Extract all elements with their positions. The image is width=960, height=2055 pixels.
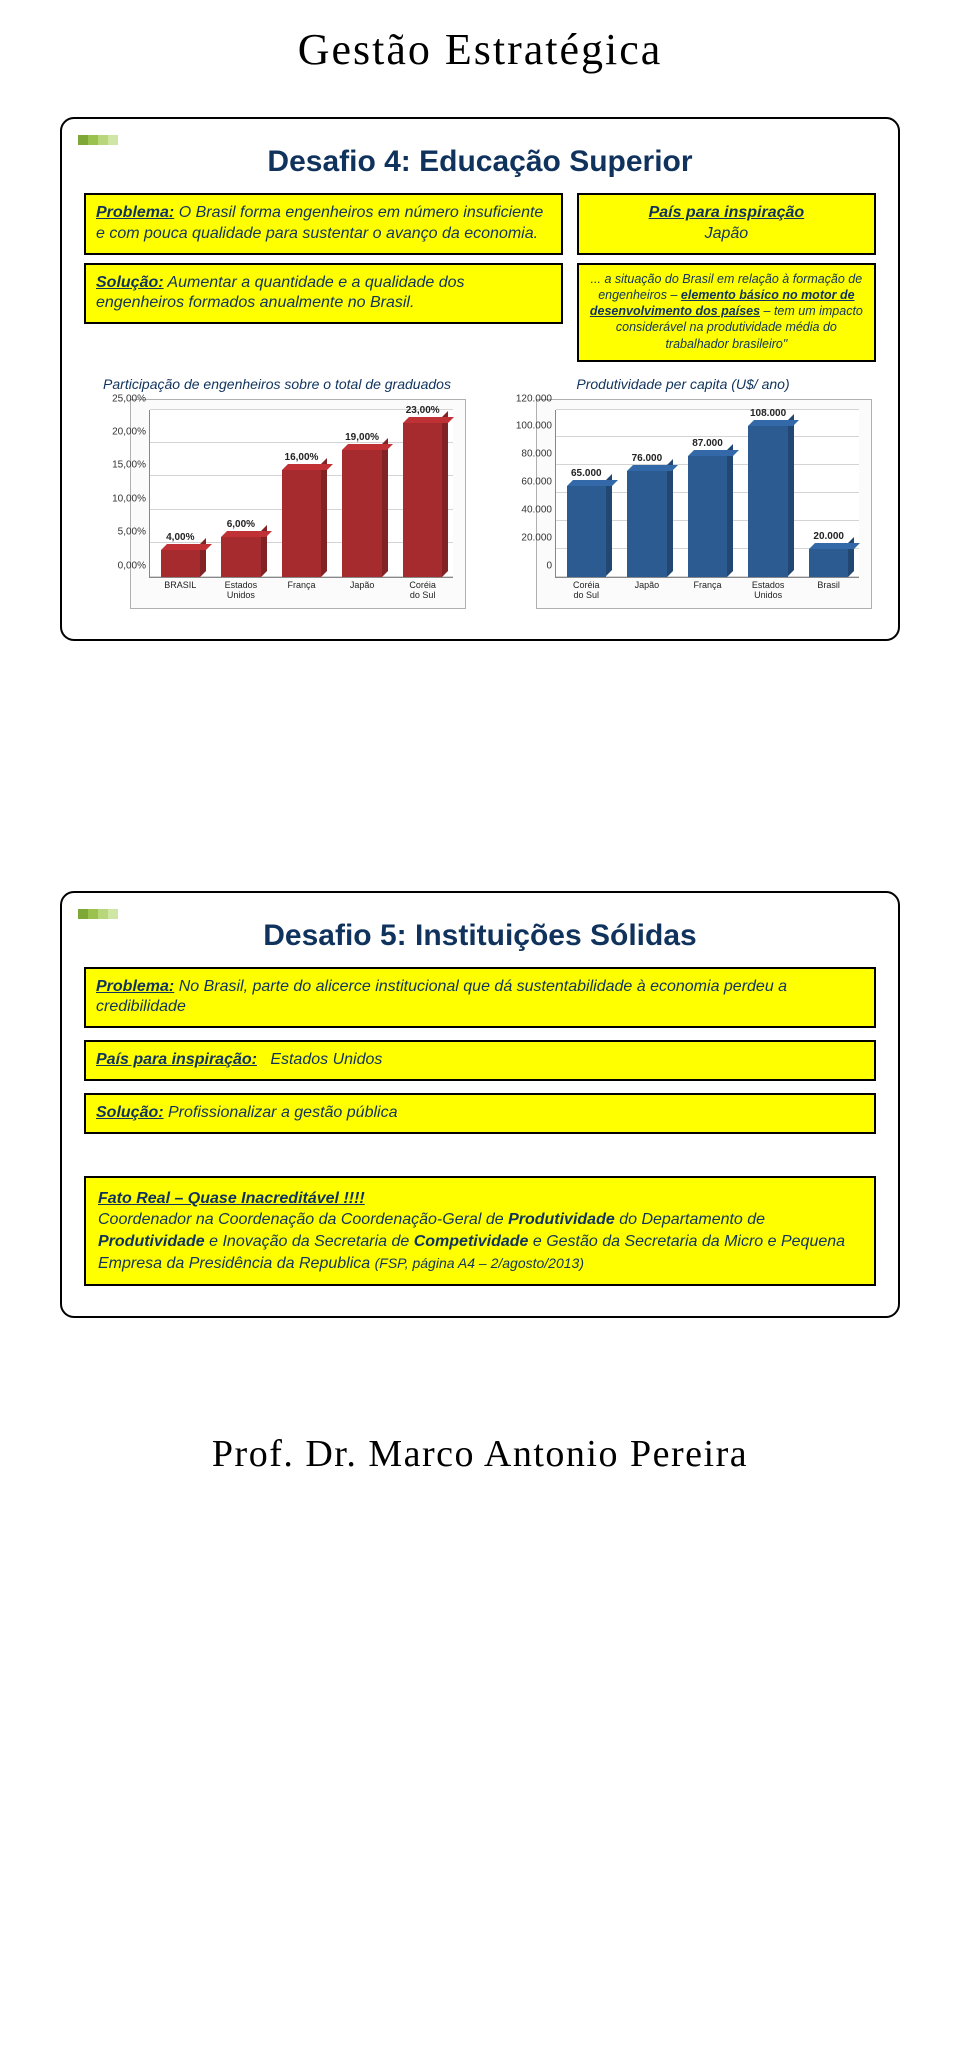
slide-desafio-5: Desafio 5: Instituições Sólidas Problema…	[60, 891, 900, 1319]
chart-caption: Produtividade per capita (U$/ ano)	[490, 376, 876, 393]
inspiracao-label: País para inspiração:	[96, 1051, 257, 1068]
page-title: Gestão Estratégica	[0, 0, 960, 87]
chart-engenheiros: Participação de engenheiros sobre o tota…	[84, 376, 470, 609]
slide-corner-bullets	[78, 909, 118, 919]
fato-headline: Fato Real – Quase Inacreditável !!!!	[98, 1190, 365, 1207]
inspiracao-box: País para inspiração: Estados Unidos	[84, 1040, 876, 1081]
chart-produtividade: Produtividade per capita (U$/ ano) 020.0…	[490, 376, 876, 609]
chart-caption: Participação de engenheiros sobre o tota…	[84, 376, 470, 393]
inspiracao-label: País para inspiração	[649, 204, 805, 221]
fato-source: (FSP, página A4 – 2/agosto/2013)	[375, 1255, 584, 1271]
chart-bar: 87.000	[688, 456, 727, 577]
chart-bar: 76.000	[627, 471, 666, 577]
solucao-box: Solução: Aumentar a quantidade e a quali…	[84, 263, 563, 325]
problema-box: Problema: No Brasil, parte do alicerce i…	[84, 967, 876, 1029]
fato-text: do Departamento de	[615, 1211, 765, 1228]
chart-bar: 23,00%	[403, 423, 442, 577]
problema-label: Problema:	[96, 978, 174, 995]
chart-bar: 20.000	[809, 549, 848, 577]
inspiracao-value: Estados Unidos	[270, 1051, 382, 1068]
chart-bar: 16,00%	[282, 470, 321, 577]
fato-text: Coordenador na Coordenação da Coordenaçã…	[98, 1211, 508, 1228]
fato-bold: Produtividade	[98, 1233, 205, 1250]
problema-label: Problema:	[96, 204, 174, 221]
slide-title: Desafio 4: Educação Superior	[84, 145, 876, 179]
solucao-text: Profissionalizar a gestão pública	[164, 1104, 398, 1121]
chart-bar: 65.000	[567, 486, 606, 576]
fato-bold: Produtividade	[508, 1211, 615, 1228]
chart-bar: 6,00%	[221, 537, 260, 577]
slide-desafio-4: Desafio 4: Educação Superior Problema: O…	[60, 117, 900, 641]
fato-bold: Competividade	[414, 1233, 529, 1250]
chart-bar: 19,00%	[342, 450, 381, 577]
slide-corner-bullets	[78, 135, 118, 145]
slide-title: Desafio 5: Instituições Sólidas	[84, 919, 876, 953]
solucao-box: Solução: Profissionalizar a gestão públi…	[84, 1093, 876, 1134]
page-footer: Prof. Dr. Marco Antonio Pereira	[0, 1418, 960, 1516]
problema-box: Problema: O Brasil forma engenheiros em …	[84, 193, 563, 255]
chart-bar: 108.000	[748, 426, 787, 576]
fato-real-box: Fato Real – Quase Inacreditável !!!! Coo…	[84, 1176, 876, 1286]
inspiracao-value: Japão	[705, 225, 749, 242]
chart-bar: 4,00%	[161, 550, 200, 577]
solucao-label: Solução:	[96, 274, 164, 291]
fato-text: e Inovação da Secretaria de	[205, 1233, 414, 1250]
solucao-label: Solução:	[96, 1104, 164, 1121]
quote-box: ... a situação do Brasil em relação à fo…	[577, 263, 876, 362]
problema-text: No Brasil, parte do alicerce institucion…	[96, 978, 787, 1016]
inspiracao-box: País para inspiração Japão	[577, 193, 876, 255]
